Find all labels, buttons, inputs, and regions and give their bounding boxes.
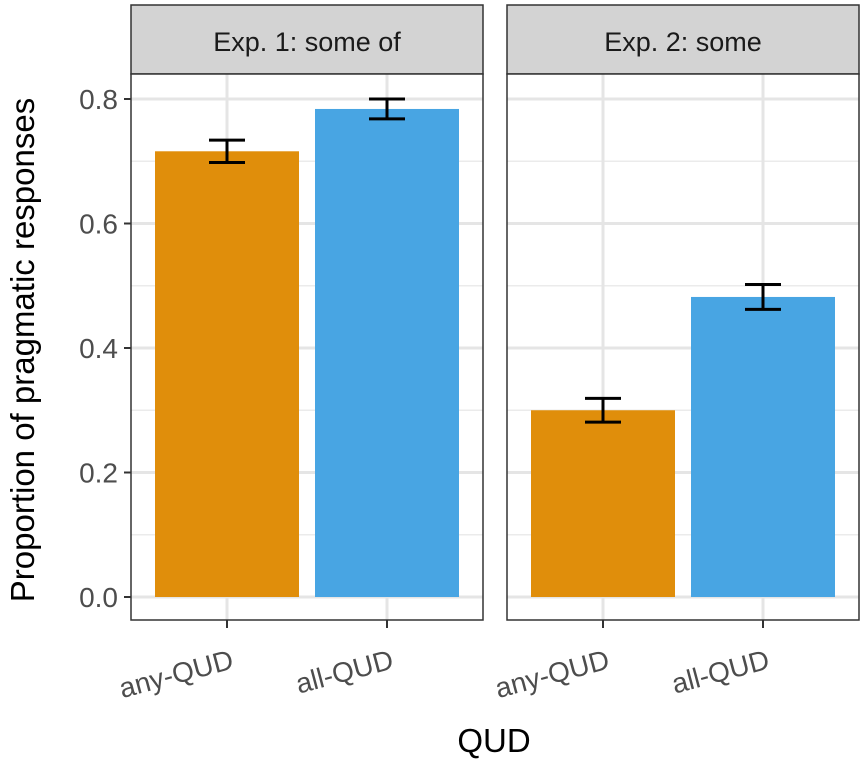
error-bar: [209, 138, 245, 164]
y-tick-label: 0.8: [79, 84, 118, 115]
x-tick-label: any-QUD: [492, 644, 613, 704]
bar-any-qud: [155, 151, 299, 598]
error-bar: [585, 396, 621, 424]
facet-strip: [506, 4, 860, 75]
error-bar: [369, 97, 405, 121]
facet-strip-title: Exp. 2: some: [604, 27, 762, 57]
facet-panel: Exp. 2: some any-QUD all-QUD: [492, 4, 860, 704]
bar-all-qud: [691, 296, 835, 597]
facet-strip-title: Exp. 1: some of: [213, 27, 401, 57]
panel-border: [130, 73, 484, 621]
x-tick-label: all-QUD: [292, 644, 396, 700]
facet-panel: Exp. 1: some of any-QUD all-QUD: [116, 4, 484, 704]
x-tick-label: any-QUD: [116, 644, 237, 704]
y-tick-label: 0.4: [79, 333, 118, 364]
bar-all-qud: [315, 108, 459, 598]
error-bar: [745, 283, 781, 311]
y-axis-label-group: Proportion of pragmatic responses: [4, 98, 41, 602]
x-tick-label: all-QUD: [668, 644, 772, 700]
facet-strip: [130, 4, 484, 75]
bar-any-qud: [531, 410, 675, 597]
y-tick-label: 0.2: [79, 458, 118, 489]
panel-border: [506, 73, 860, 621]
y-tick-label: 0.0: [79, 582, 118, 613]
y-axis-ticks: 0.0 0.2 0.4 0.6 0.8: [79, 84, 131, 613]
y-tick-label: 0.6: [79, 209, 118, 240]
x-axis-label: QUD: [457, 722, 530, 759]
y-axis-label: Proportion of pragmatic responses: [4, 98, 41, 602]
